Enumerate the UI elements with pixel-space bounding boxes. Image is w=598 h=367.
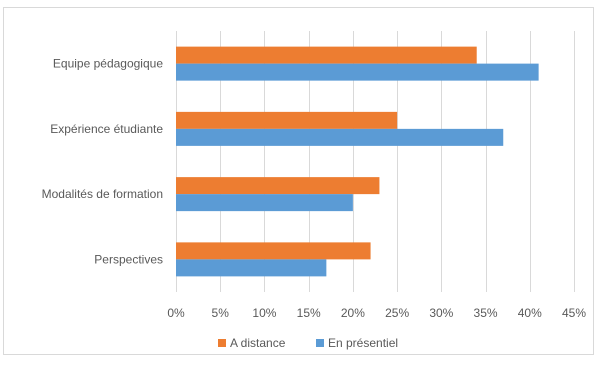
bar [176,63,539,81]
bars [176,46,539,277]
bar [176,46,477,64]
category-label: Expérience étudiante [50,122,163,136]
legend-label: A distance [230,336,286,350]
x-tick-label: 20% [341,306,365,320]
legend-label: En présentiel [328,336,398,350]
bar [176,194,353,212]
x-tick-label: 45% [562,306,586,320]
bar [176,177,380,195]
bar [176,128,504,146]
x-tick-label: 40% [518,306,542,320]
bar [176,242,371,260]
x-tick-label: 10% [252,306,276,320]
x-tick-label: 5% [212,306,230,320]
x-tick-label: 0% [167,306,185,320]
x-tick-label: 35% [474,306,498,320]
category-label: Equipe pédagogique [53,57,163,71]
legend-swatch [218,339,226,347]
category-label: Perspectives [94,252,163,266]
x-tick-label: 30% [429,306,453,320]
x-tick-label: 25% [385,306,409,320]
legend-swatch [316,339,324,347]
category-label: Modalités de formation [42,187,163,201]
x-tick-label: 15% [297,306,321,320]
legend: A distance En présentiel [218,336,398,350]
category-labels: Equipe pédagogique Expérience étudiante Mo… [42,57,164,267]
bar [176,111,398,129]
bar [176,259,327,277]
x-tick-labels: 0% 5% 10% 15% 20% 25% 30% 35% 40% 45% [167,306,586,320]
